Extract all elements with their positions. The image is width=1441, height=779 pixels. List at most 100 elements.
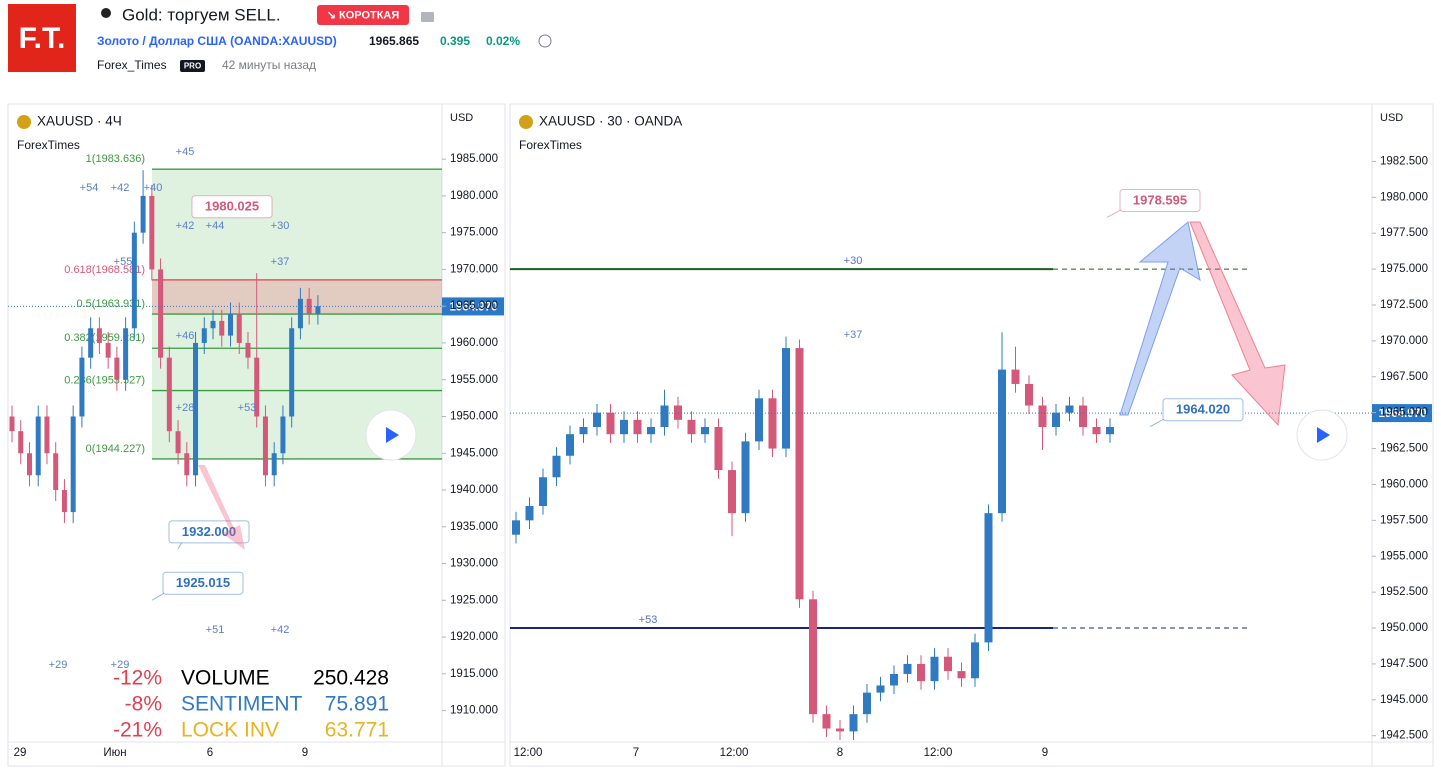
- short-badge[interactable]: [317, 5, 409, 25]
- callout-box: [191, 195, 273, 219]
- short-badge-text: ↘ КОРОТКАЯ: [327, 9, 400, 21]
- annotation: +30: [271, 220, 290, 232]
- stat-name: SENTIMENT: [181, 693, 303, 716]
- chart-title: XAUUSD · 4Ч: [37, 114, 122, 129]
- candle-body: [809, 599, 817, 715]
- candle-body: [105, 342, 111, 358]
- change-pct: 0.02%: [486, 34, 520, 48]
- annotation: +55: [114, 256, 133, 268]
- annotation: +40: [144, 182, 163, 194]
- watermark: ForexTimes: [519, 138, 582, 152]
- y-tick-label: 1960.000: [450, 337, 498, 349]
- stat-pct: -8%: [125, 693, 162, 716]
- candle-body: [236, 313, 242, 343]
- logo: [8, 4, 76, 72]
- candle-body: [944, 656, 952, 672]
- candle-body: [201, 328, 207, 343]
- last-price-tag: [1372, 404, 1432, 423]
- candle-body: [741, 441, 750, 514]
- candle-body: [998, 369, 1006, 514]
- candle-body: [728, 470, 736, 514]
- annotation: +46: [176, 330, 195, 342]
- annotation: +42: [271, 624, 290, 636]
- x-tick-label: 9: [302, 747, 308, 759]
- x-tick-label: 9: [1042, 747, 1048, 759]
- plot: +30 +53: [510, 255, 1248, 740]
- candle-body: [795, 348, 804, 600]
- candle-body: [647, 427, 655, 435]
- alarm-icon[interactable]: [538, 34, 552, 48]
- callout-box: [1162, 398, 1244, 422]
- stat-value: 250.428: [313, 667, 389, 690]
- chart-title: XAUUSD · 30 · OANDA: [539, 114, 682, 129]
- x-tick-label: 29: [14, 747, 27, 759]
- currency: USD: [1380, 112, 1403, 124]
- fib-zone-red: [152, 279, 442, 315]
- candle-body: [984, 513, 993, 643]
- candle-body: [836, 728, 844, 732]
- candle-body: [863, 692, 871, 715]
- y-tick-label: 1975.000: [1380, 263, 1428, 275]
- y-tick-label: 1972.500: [1380, 299, 1428, 311]
- candle-body: [219, 320, 225, 336]
- y-tick-label: 1955.000: [1380, 550, 1428, 562]
- x-tick-label: 12:00: [514, 747, 543, 759]
- candle-body: [315, 306, 321, 314]
- candle-body: [306, 298, 312, 314]
- candle-body: [297, 298, 303, 329]
- annotation: +51: [206, 624, 225, 636]
- y-tick-label: 1942.500: [1380, 730, 1428, 742]
- annotation: +42: [111, 182, 130, 194]
- candle-body: [539, 477, 547, 506]
- level-label: +53: [639, 614, 658, 626]
- candle-body: [552, 455, 561, 478]
- candle-body: [88, 328, 94, 358]
- candle-body: [228, 313, 233, 336]
- x-tick-label: 7: [633, 747, 639, 759]
- candle-body: [1011, 369, 1020, 384]
- candle-body: [123, 328, 129, 380]
- stat-value: 75.891: [325, 693, 389, 716]
- arrow-up: [1119, 221, 1201, 416]
- candle-body: [9, 416, 15, 432]
- candle-body: [822, 714, 831, 729]
- candle-body: [18, 431, 24, 454]
- candle-body: [782, 348, 790, 449]
- candle-body: [633, 419, 642, 435]
- annotation: +44: [206, 220, 225, 232]
- y-tick-label: 1975.000: [450, 227, 498, 239]
- candle-body: [930, 656, 939, 682]
- annotation: +29: [49, 659, 68, 671]
- level-label: +30: [844, 255, 863, 267]
- candle-body: [61, 490, 67, 513]
- candle-body: [1106, 427, 1114, 435]
- stat-pct: -21%: [113, 719, 162, 742]
- candle-body: [1065, 405, 1074, 413]
- candle-body: [271, 453, 277, 476]
- symbol-icon: [17, 115, 31, 129]
- y-tick-label: 1955.000: [450, 374, 498, 386]
- candle-body: [166, 357, 172, 432]
- annotation: +45: [176, 146, 195, 158]
- candle-body: [114, 357, 120, 380]
- y-tick-label: 1982.500: [1380, 155, 1428, 167]
- y-tick-label: 1950.000: [1380, 622, 1428, 634]
- annotation: +29: [111, 659, 130, 671]
- author[interactable]: Forex_Times: [97, 58, 167, 72]
- y-tick-label: 1980.000: [450, 190, 498, 202]
- candle-body: [525, 505, 534, 521]
- stat-name: VOLUME: [181, 667, 270, 690]
- y-tick-label: 1930.000: [450, 558, 498, 570]
- last-price-tag: [442, 297, 504, 316]
- candle-body: [26, 453, 32, 476]
- candle-body: [158, 269, 164, 358]
- symbol-link[interactable]: Золото / Доллар США (OANDA:XAUUSD): [97, 34, 337, 48]
- stat-pct: -12%: [113, 667, 162, 690]
- candle-body: [687, 419, 696, 435]
- y-tick-label: 1940.000: [450, 484, 498, 496]
- fib-label: 0.236(1953.527): [64, 374, 145, 386]
- candle-body: [79, 357, 85, 417]
- annotation: +37: [844, 329, 863, 341]
- callout-text: 1925.015: [176, 575, 230, 590]
